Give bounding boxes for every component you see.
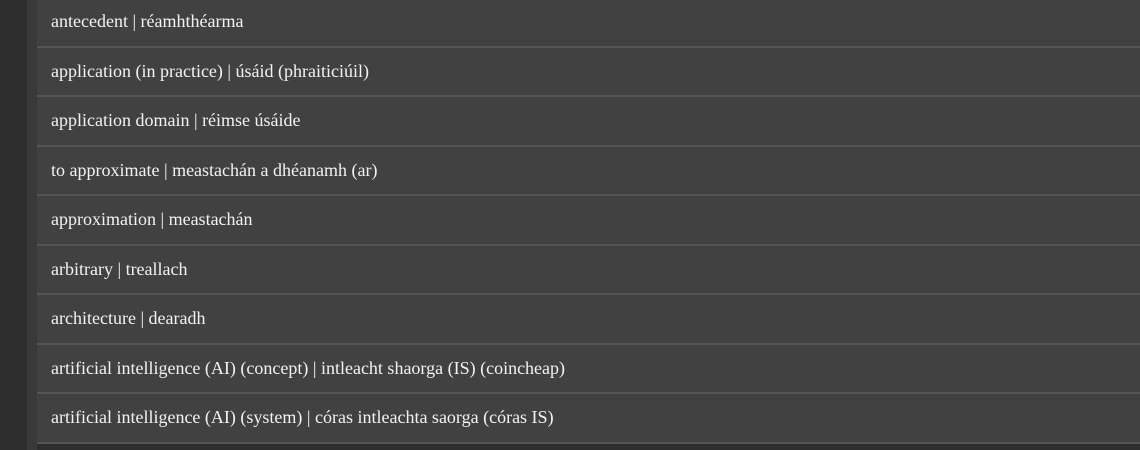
list-item[interactable]: antecedent | réamhthéarma	[37, 0, 1140, 48]
list-item[interactable]: architecture | dearadh	[37, 295, 1140, 345]
list-item-label: application domain | réimse úsáide	[51, 110, 301, 131]
list-item[interactable]: to approximate | meastachán a dhéanamh (…	[37, 146, 1140, 196]
glossary-list: antecedent | réamhthéarma application (i…	[37, 0, 1140, 444]
list-item[interactable]: artificial intelligence (AI) (concept) |…	[37, 344, 1140, 394]
list-item-label: antecedent | réamhthéarma	[51, 11, 244, 32]
sidebar-strip	[27, 0, 37, 450]
list-item[interactable]: arbitrary | treallach	[37, 245, 1140, 295]
list-item-label: artificial intelligence (AI) (system) | …	[51, 407, 554, 428]
list-item-label: artificial intelligence (AI) (concept) |…	[51, 357, 566, 378]
list-item[interactable]: application domain | réimse úsáide	[37, 97, 1140, 147]
list-item-label: architecture | dearadh	[51, 308, 206, 329]
list-item-label: arbitrary | treallach	[51, 258, 188, 279]
list-item[interactable]: artificial intelligence (AI) (system) | …	[37, 394, 1140, 444]
list-item-label: application (in practice) | úsáid (phrai…	[51, 60, 369, 81]
list-item-label: approximation | meastachán	[51, 209, 253, 230]
list-item-label: to approximate | meastachán a dhéanamh (…	[51, 159, 378, 180]
list-item[interactable]: approximation | meastachán	[37, 196, 1140, 246]
list-item[interactable]: application (in practice) | úsáid (phrai…	[37, 47, 1140, 97]
